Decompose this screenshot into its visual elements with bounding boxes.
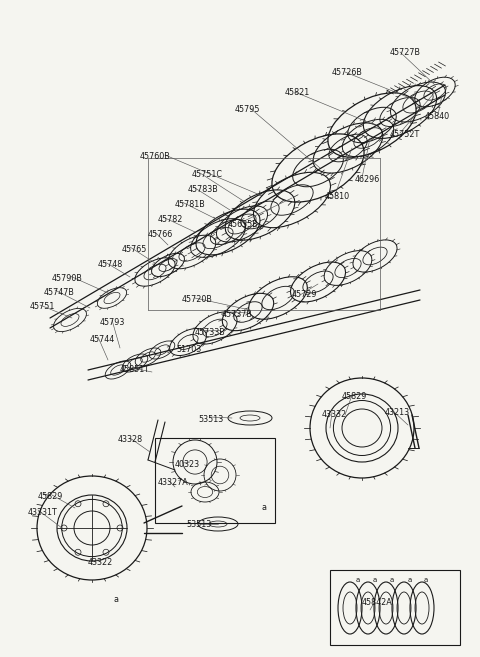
Text: 45729: 45729 [292, 290, 317, 299]
Text: 45635B: 45635B [228, 220, 259, 229]
Text: 40323: 40323 [175, 460, 200, 469]
Text: 51703: 51703 [176, 345, 201, 354]
Text: 45795: 45795 [235, 105, 261, 114]
Text: a: a [373, 577, 377, 583]
Text: 45744: 45744 [90, 335, 115, 344]
Bar [330, 570, 460, 645]
Text: a: a [424, 577, 428, 583]
Text: 43331T: 43331T [28, 508, 58, 517]
Text: a: a [390, 577, 394, 583]
Bar [155, 438, 275, 523]
Text: 45851T: 45851T [120, 365, 150, 374]
Text: 45781B: 45781B [175, 200, 206, 209]
Text: 43213: 43213 [385, 408, 410, 417]
Text: a: a [113, 595, 118, 604]
Text: a: a [262, 503, 267, 512]
Text: 45727B: 45727B [390, 48, 421, 57]
Text: 45733B: 45733B [195, 328, 226, 337]
Text: 45720B: 45720B [182, 295, 213, 304]
Text: 43328: 43328 [118, 435, 143, 444]
Text: 45810: 45810 [325, 192, 350, 201]
Text: 45790B: 45790B [52, 274, 83, 283]
Text: 45726B: 45726B [332, 68, 363, 77]
Text: 45783B: 45783B [188, 185, 219, 194]
Text: 45752T: 45752T [390, 130, 420, 139]
Text: 43322: 43322 [88, 558, 113, 567]
Text: 45751: 45751 [30, 302, 55, 311]
Text: 45829: 45829 [342, 392, 367, 401]
Text: 53513: 53513 [186, 520, 211, 529]
Text: 45737B: 45737B [222, 310, 253, 319]
Text: 45821: 45821 [285, 88, 310, 97]
Text: 45765: 45765 [122, 245, 147, 254]
Text: 43327A: 43327A [158, 478, 189, 487]
Text: 45748: 45748 [98, 260, 123, 269]
Text: 45760B: 45760B [140, 152, 171, 161]
Text: 53513: 53513 [198, 415, 223, 424]
Text: 45842A: 45842A [362, 598, 393, 607]
Text: 43332: 43332 [322, 410, 347, 419]
Text: 45766: 45766 [148, 230, 173, 239]
Text: 45751C: 45751C [192, 170, 223, 179]
Text: 45829: 45829 [38, 492, 63, 501]
Text: a: a [408, 577, 412, 583]
Text: 45840: 45840 [425, 112, 450, 121]
Text: 45747B: 45747B [44, 288, 75, 297]
Text: a: a [356, 577, 360, 583]
Text: 45793: 45793 [100, 318, 125, 327]
Text: 46296: 46296 [355, 175, 380, 184]
Text: 45782: 45782 [158, 215, 183, 224]
